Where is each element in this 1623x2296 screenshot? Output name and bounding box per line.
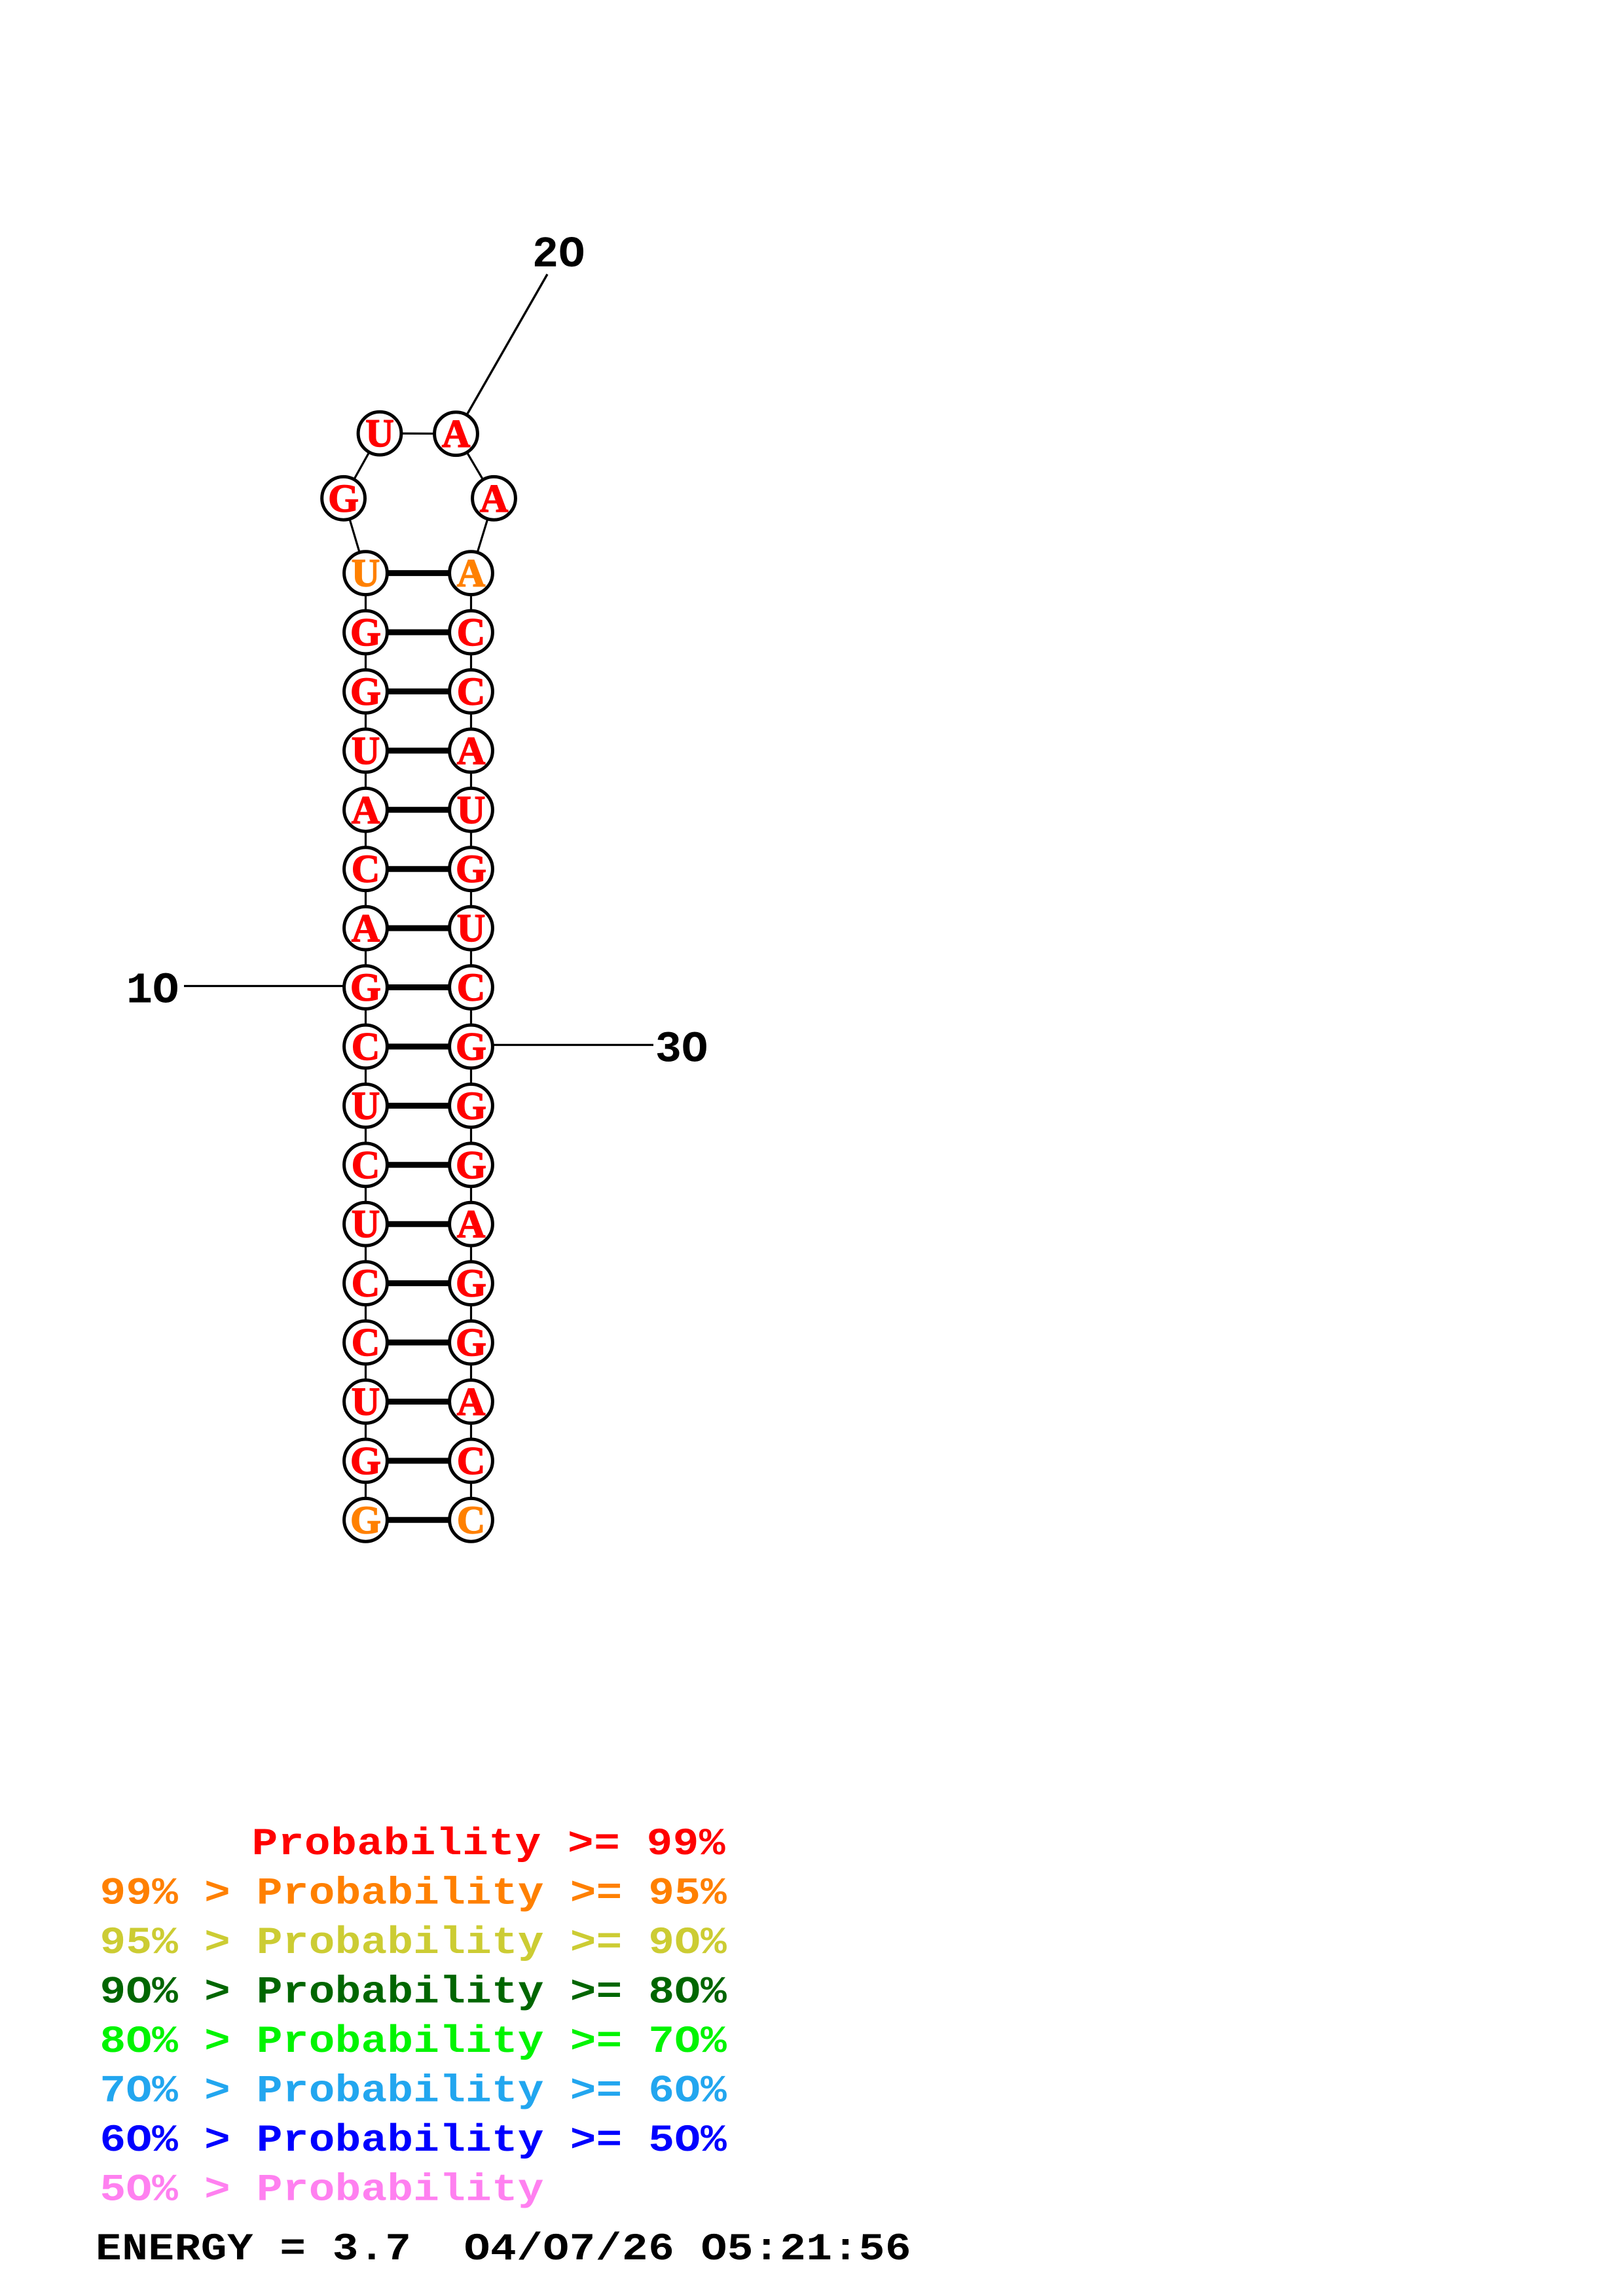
svg-text:U: U bbox=[365, 412, 393, 455]
svg-text:Probability >= 99%: Probability >= 99% bbox=[252, 1822, 726, 1865]
svg-text:2O: 2O bbox=[532, 230, 585, 280]
svg-text:U: U bbox=[457, 906, 485, 950]
svg-text:1O: 1O bbox=[126, 967, 179, 1016]
svg-text:ENERGY = 3.7 O4/O7/26 O5:21:5: ENERGY = 3.7 O4/O7/26 O5:21:56 bbox=[96, 2227, 911, 2270]
svg-text:C: C bbox=[352, 848, 380, 891]
svg-text:A: A bbox=[457, 1380, 485, 1424]
svg-text:C: C bbox=[457, 1498, 485, 1541]
svg-text:99% > Probability >= 95%: 99% > Probability >= 95% bbox=[100, 1872, 727, 1915]
svg-text:C: C bbox=[457, 1439, 485, 1482]
svg-text:U: U bbox=[352, 729, 380, 772]
svg-text:G: G bbox=[456, 1321, 486, 1364]
svg-text:U: U bbox=[457, 788, 485, 831]
svg-text:G: G bbox=[328, 476, 359, 520]
svg-text:U: U bbox=[352, 1202, 380, 1246]
svg-text:A: A bbox=[457, 552, 485, 595]
svg-text:C: C bbox=[352, 1262, 380, 1305]
svg-text:U: U bbox=[352, 1380, 380, 1424]
svg-text:C: C bbox=[352, 1025, 380, 1068]
svg-text:G: G bbox=[350, 1439, 381, 1482]
svg-text:6O% > Probability >= 5O%: 6O% > Probability >= 5O% bbox=[100, 2119, 727, 2162]
svg-text:A: A bbox=[442, 412, 470, 456]
svg-text:A: A bbox=[352, 788, 380, 831]
svg-text:G: G bbox=[456, 1025, 486, 1068]
svg-text:5O% > Probability: 5O% > Probability bbox=[100, 2168, 544, 2212]
svg-text:G: G bbox=[350, 670, 381, 713]
svg-text:G: G bbox=[456, 848, 486, 891]
svg-text:G: G bbox=[456, 1143, 486, 1187]
svg-text:C: C bbox=[457, 611, 485, 654]
svg-text:C: C bbox=[352, 1143, 380, 1187]
svg-text:9O% > Probability >= 8O%: 9O% > Probability >= 8O% bbox=[100, 1971, 727, 2014]
svg-text:G: G bbox=[456, 1084, 486, 1127]
svg-text:95% > Probability >= 9O%: 95% > Probability >= 9O% bbox=[100, 1921, 727, 1964]
svg-text:G: G bbox=[350, 1498, 381, 1541]
svg-text:U: U bbox=[352, 552, 380, 595]
svg-text:G: G bbox=[456, 1262, 486, 1305]
svg-text:U: U bbox=[352, 1084, 380, 1127]
svg-text:C: C bbox=[457, 670, 485, 713]
svg-text:A: A bbox=[457, 729, 485, 772]
svg-text:C: C bbox=[352, 1321, 380, 1364]
svg-text:7O% > Probability >= 6O%: 7O% > Probability >= 6O% bbox=[100, 2070, 727, 2113]
svg-text:G: G bbox=[350, 966, 381, 1009]
svg-text:8O% > Probability >= 7O%: 8O% > Probability >= 7O% bbox=[100, 2020, 727, 2063]
svg-text:G: G bbox=[350, 611, 381, 654]
svg-text:A: A bbox=[352, 906, 380, 950]
svg-text:A: A bbox=[480, 476, 508, 520]
svg-text:A: A bbox=[457, 1202, 485, 1246]
svg-text:C: C bbox=[457, 966, 485, 1009]
svg-text:3O: 3O bbox=[655, 1026, 708, 1075]
